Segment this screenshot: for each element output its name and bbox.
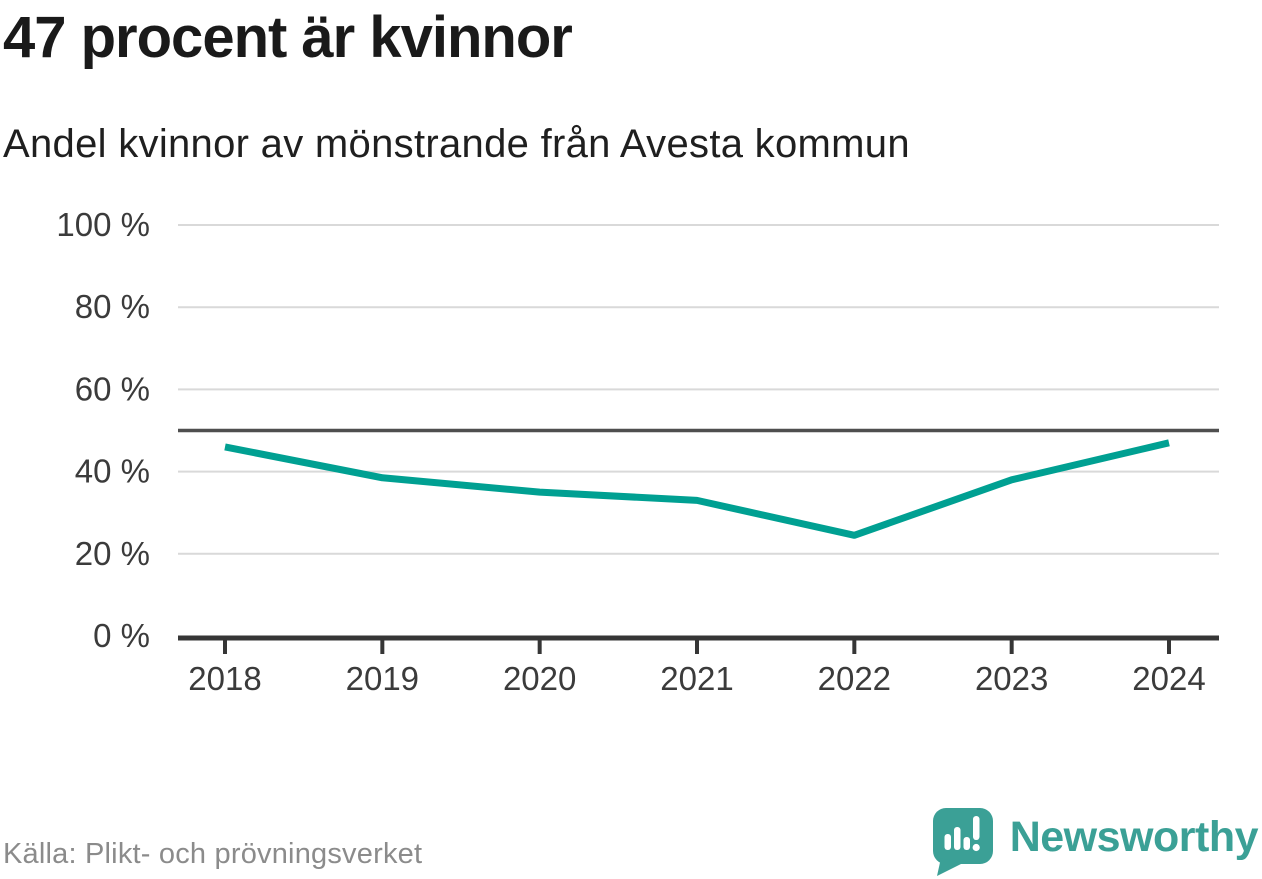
x-tick-label: 2021 [660,660,733,697]
logo-bubble [932,808,993,864]
source-note: Källa: Plikt- och prövningsverket [3,838,423,870]
y-tick-label: 100 % [56,206,150,243]
y-tick-label: 0 % [93,617,150,654]
logo-exclamation-dot [972,843,980,852]
page-title: 47 procent är kvinnor [3,5,573,70]
x-tick-label: 2019 [346,660,419,697]
chart-subtitle: Andel kvinnor av mönstrande från Avesta … [3,122,910,166]
y-tick-label: 40 % [75,453,150,490]
x-tick-label: 2023 [975,660,1048,697]
x-tick-label: 2024 [1132,660,1205,697]
x-tick-label: 2018 [188,660,261,697]
y-tick-label: 20 % [75,535,150,572]
logo-wordmark: Newsworthy [1009,812,1259,861]
logo-bar-icon [953,827,961,850]
logo-bar-icon [944,834,951,850]
x-tick-label: 2020 [503,660,576,697]
y-tick-label: 80 % [75,288,150,325]
logo-exclamation-icon [972,816,980,840]
x-tick-label: 2022 [818,660,891,697]
newsworthy-logo-icon [932,808,993,876]
logo-bubble-tail [936,858,961,876]
chart-svg: 0 % 20 % 40 % 60 % 80 % 100 % 2018 2019 2020 2021… [56,206,1219,697]
y-tick-label: 60 % [75,370,150,407]
data-line [224,439,1170,539]
logo-bar-icon [963,837,970,850]
newsworthy-logo: Newsworthy [931,806,1259,878]
